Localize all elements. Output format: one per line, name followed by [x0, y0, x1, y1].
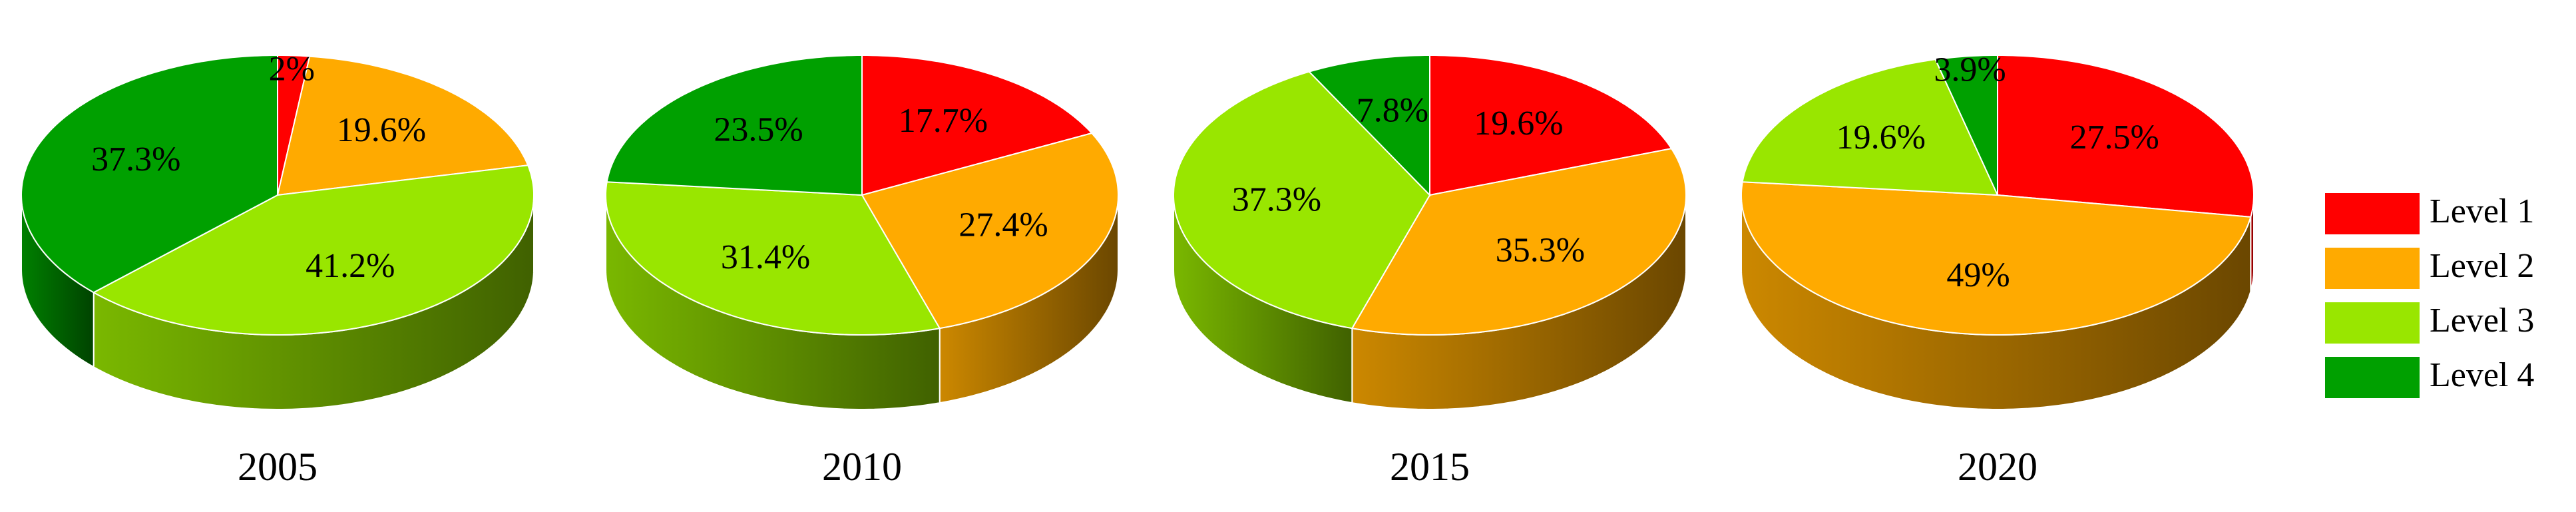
slice-label: 19.6%: [1836, 119, 1926, 156]
slice-label: 7.8%: [1357, 92, 1428, 130]
pie-title: 2010: [822, 445, 902, 489]
slice: [20, 55, 278, 294]
legend-label: Level 4: [2430, 356, 2534, 394]
slice-label: 27.4%: [959, 206, 1048, 244]
slice: [1351, 147, 1687, 336]
legend-label: Level 1: [2430, 192, 2534, 230]
slice-label: 17.7%: [899, 102, 988, 140]
slice: [861, 55, 1094, 196]
slice-label: 27.5%: [2069, 119, 2159, 156]
slice-label: 35.3%: [1496, 232, 1585, 270]
slice: [1934, 55, 1998, 196]
slice-label: 37.3%: [91, 140, 180, 178]
slice-label: 23.5%: [714, 111, 803, 149]
slice-label: 31.4%: [721, 238, 810, 276]
slice-label: 41.2%: [306, 247, 395, 285]
slice-label: 19.6%: [337, 111, 426, 149]
slice-label: 37.3%: [1232, 180, 1321, 218]
legend-swatch: [2325, 302, 2420, 344]
pie-title: 2015: [1390, 445, 1470, 489]
legend-swatch: [2325, 248, 2420, 289]
slice: [1307, 55, 1430, 197]
slice: [605, 181, 941, 336]
slice: [1741, 181, 2252, 336]
legend-label: Level 3: [2430, 302, 2534, 340]
slice: [1997, 55, 2255, 218]
slice: [1741, 59, 1999, 196]
slice-label: 3.9%: [1934, 51, 2006, 89]
slice-label: 49%: [1946, 256, 2010, 294]
pie-title: 2020: [1958, 445, 2038, 489]
slice: [861, 132, 1120, 330]
slice: [1173, 71, 1431, 330]
slice-label: 2%: [269, 51, 315, 89]
slice: [276, 55, 529, 196]
slice: [92, 164, 535, 336]
slice: [606, 55, 863, 196]
legend-swatch: [2325, 357, 2420, 398]
slice-label: 19.6%: [1474, 105, 1563, 142]
legend-label: Level 2: [2430, 247, 2534, 285]
pie-title: 2005: [238, 445, 318, 489]
legend-swatch: [2325, 193, 2420, 234]
